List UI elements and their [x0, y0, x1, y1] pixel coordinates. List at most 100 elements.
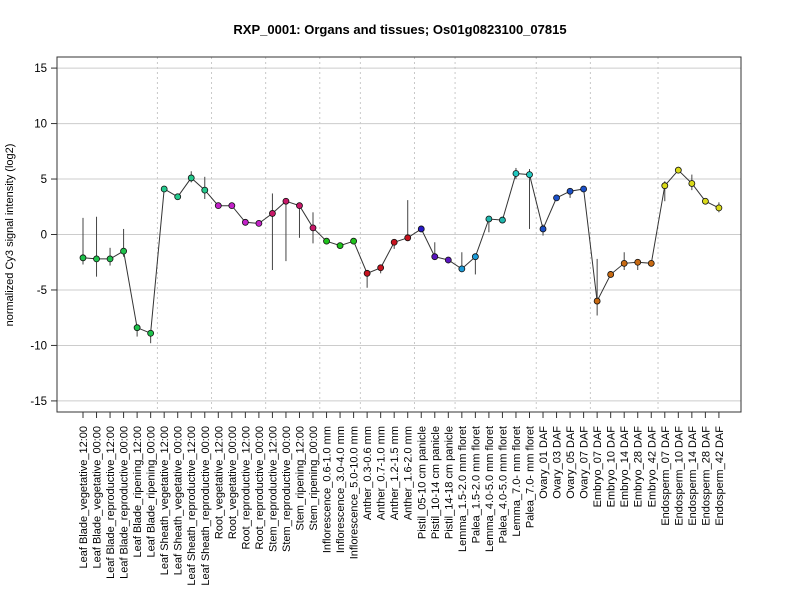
data-point	[201, 186, 209, 194]
y-tick-label: 10	[34, 119, 47, 131]
x-tick-label: Embryo_07 DAF	[592, 426, 604, 508]
x-tick-label: Anther_0.3-0.6 mm	[362, 426, 374, 520]
x-tick-label: Leaf Sheath_vegetative_00:00	[173, 426, 185, 575]
data-point	[458, 265, 466, 273]
x-tick-label: Pistil_05-10 cm panicle	[416, 426, 428, 539]
data-point	[255, 220, 263, 227]
x-tick-label: Endosperm_28 DAF	[700, 426, 712, 526]
data-point	[120, 247, 127, 255]
x-tick-label: Lemma_7.0- mm floret	[511, 426, 523, 537]
x-tick-label: Inflorescence_0.6-1.0 mm	[322, 426, 334, 553]
x-tick-label: Root_reproductive_00:00	[254, 426, 266, 550]
x-tick-label: Ovary_05 DAF	[565, 426, 577, 499]
data-point	[133, 324, 141, 332]
data-point	[701, 197, 709, 205]
data-point	[214, 202, 222, 210]
data-point	[106, 255, 114, 263]
x-tick-label: Endosperm_14 DAF	[687, 426, 699, 526]
data-point	[160, 185, 168, 193]
x-tick-label: Leaf Blade_ripening_12:00	[132, 426, 144, 558]
x-tick-label: Stem_reproductive_00:00	[281, 426, 293, 552]
y-tick-label: 15	[34, 63, 47, 75]
data-point	[269, 210, 276, 217]
group-separators	[156, 57, 659, 412]
data-point	[471, 253, 479, 261]
data-point	[336, 242, 344, 249]
data-point	[390, 238, 398, 246]
data-point	[539, 225, 547, 233]
x-tick-label: Root_vegetative_00:00	[227, 426, 239, 539]
data-point	[309, 224, 317, 232]
data-point	[323, 237, 330, 245]
x-tick-label: Leaf Sheath_reproductive_00:00	[200, 426, 212, 586]
data-point	[674, 166, 682, 174]
y-tick-label: -10	[30, 340, 47, 352]
data-point	[620, 259, 628, 267]
data-point	[417, 225, 425, 233]
x-tick-label: Stem_ripening_12:00	[294, 426, 306, 531]
x-tick-label: Anther_0.7-1.0 mm	[376, 426, 388, 520]
x-tick-label: Pistil_14-18 cm panicle	[443, 426, 455, 539]
x-tick-label: Embryo_42 DAF	[646, 426, 658, 508]
x-tick-label: Pistil_10-14 cm panicle	[430, 426, 442, 539]
x-tick-label: Ovary_03 DAF	[552, 426, 564, 499]
x-tick-label: Endosperm_07 DAF	[660, 426, 672, 526]
data-point	[93, 255, 100, 263]
x-tick-label: Ovary_07 DAF	[579, 426, 591, 499]
data-point	[580, 185, 588, 193]
x-tick-label: Leaf Blade_vegetative_00:00	[92, 426, 104, 569]
x-tick-label: Embryo_10 DAF	[606, 426, 618, 508]
x-tick-label: Lemma_4.0-5.0 mm floret	[484, 426, 496, 552]
x-tick-label: Leaf Blade_reproductive_12:00	[105, 426, 117, 579]
data-point	[404, 234, 412, 242]
y-tick-label: -5	[37, 285, 47, 297]
data-point	[661, 182, 669, 190]
data-point	[363, 269, 371, 277]
data-point	[688, 180, 696, 187]
x-tick-label: Leaf Blade_ripening_00:00	[146, 426, 158, 558]
x-tick-label: Ovary_01 DAF	[538, 426, 550, 499]
y-axis: -15 -10 -5 0 5 10 15	[30, 63, 57, 408]
data-point	[553, 194, 560, 202]
data-point	[377, 264, 385, 272]
x-tick-label: Palea_7.0- mm floret	[524, 426, 536, 528]
x-tick-label: Stem_ripening_00:00	[308, 426, 320, 531]
data-point	[431, 253, 439, 261]
data-point	[715, 204, 723, 212]
x-tick-label: Leaf Blade_vegetative_12:00	[78, 426, 90, 569]
x-tick-label: Anther_1.6-2.0 mm	[403, 426, 415, 520]
x-tick-label: Root_reproductive_12:00	[240, 426, 252, 550]
data-point	[174, 193, 182, 201]
data-point	[350, 237, 358, 245]
x-tick-label: Embryo_28 DAF	[633, 426, 645, 508]
x-tick-label: Anther_1.2-1.5 mm	[389, 426, 401, 520]
data-point	[499, 216, 506, 224]
x-tick-label: Palea_1.5-2.0 mm floret	[470, 426, 482, 543]
x-tick-label: Leaf Sheath_reproductive_12:00	[186, 426, 198, 586]
x-tick-label: Inflorescence_3.0-4.0 mm	[335, 426, 347, 553]
chart-title: RXP_0001: Organs and tissues; Os01g08231…	[233, 22, 566, 37]
x-tick-label: Leaf Blade_reproductive_00:00	[119, 426, 131, 579]
x-tick-label: Lemma_1.5-2.0 mm floret	[457, 426, 469, 552]
grid-lines	[57, 67, 741, 402]
x-tick-label: Leaf Sheath_vegetative_12:00	[159, 426, 171, 575]
x-axis: Leaf Blade_vegetative_12:00 Leaf Blade_ve…	[78, 412, 726, 586]
x-tick-label: Inflorescence_5.0-10.0 mm	[349, 426, 361, 559]
data-point	[282, 197, 290, 205]
y-tick-label: -15	[30, 396, 47, 408]
data-point	[147, 329, 155, 337]
data-point	[296, 202, 303, 210]
x-tick-label: Embryo_14 DAF	[619, 426, 631, 508]
data-point	[485, 215, 493, 223]
data-point	[187, 174, 195, 182]
data-point	[634, 258, 642, 266]
data-point	[526, 171, 533, 178]
error-bars	[82, 166, 720, 344]
data-point	[444, 256, 452, 264]
x-tick-label: Stem_reproductive_12:00	[267, 426, 279, 552]
data-point	[647, 259, 655, 267]
data-point	[607, 271, 615, 278]
data-points	[79, 166, 723, 337]
x-tick-label: Endosperm_42 DAF	[714, 426, 726, 526]
data-point	[79, 254, 87, 262]
